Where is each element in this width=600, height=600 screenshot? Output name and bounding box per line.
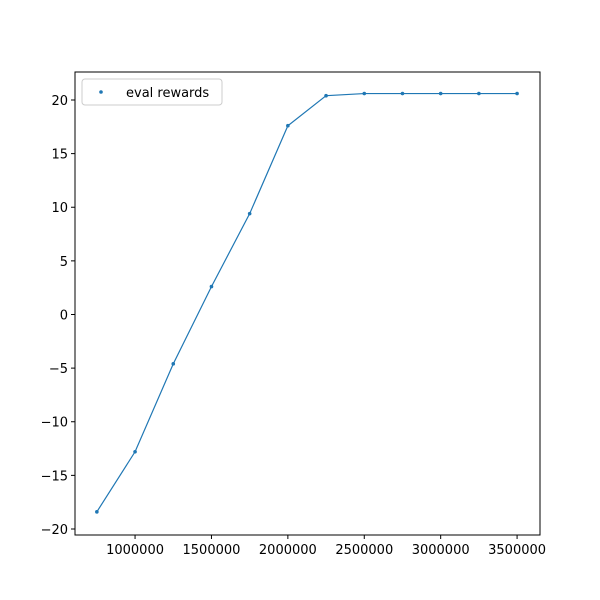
data-line	[96, 92, 518, 513]
data-point	[133, 449, 137, 454]
legend-label: eval rewards	[126, 86, 209, 101]
data-point	[286, 123, 290, 128]
y-tick-label: −15	[41, 469, 68, 484]
y-tick-label: 20	[51, 94, 68, 109]
data-point	[324, 93, 328, 98]
x-tick-label: 2000000	[259, 543, 317, 558]
x-tick-label: 1000000	[106, 543, 164, 558]
data-point	[515, 91, 519, 96]
data-point	[438, 91, 443, 96]
y-tick-label: 0	[60, 308, 68, 323]
x-tick-label: 3500000	[488, 543, 546, 558]
data-point	[400, 91, 405, 96]
data-point	[209, 284, 214, 289]
y-tick-label: −10	[41, 416, 68, 431]
legend-marker	[99, 90, 103, 94]
data-point	[95, 510, 99, 514]
y-tick-label: −20	[41, 523, 68, 538]
data-point	[247, 211, 252, 216]
x-tick-label: 2500000	[335, 543, 393, 558]
y-tick-label: 15	[51, 148, 68, 163]
data-point	[362, 91, 367, 96]
axes-frame	[74, 71, 541, 536]
x-tick-label: 3000000	[412, 543, 470, 558]
data-point	[171, 362, 176, 366]
y-tick-label: 10	[51, 201, 68, 216]
legend-box	[81, 78, 223, 106]
data-point	[477, 91, 481, 96]
x-tick-label: 1500000	[183, 543, 241, 558]
y-tick-label: 5	[60, 255, 68, 270]
y-tick-label: −5	[49, 362, 68, 377]
